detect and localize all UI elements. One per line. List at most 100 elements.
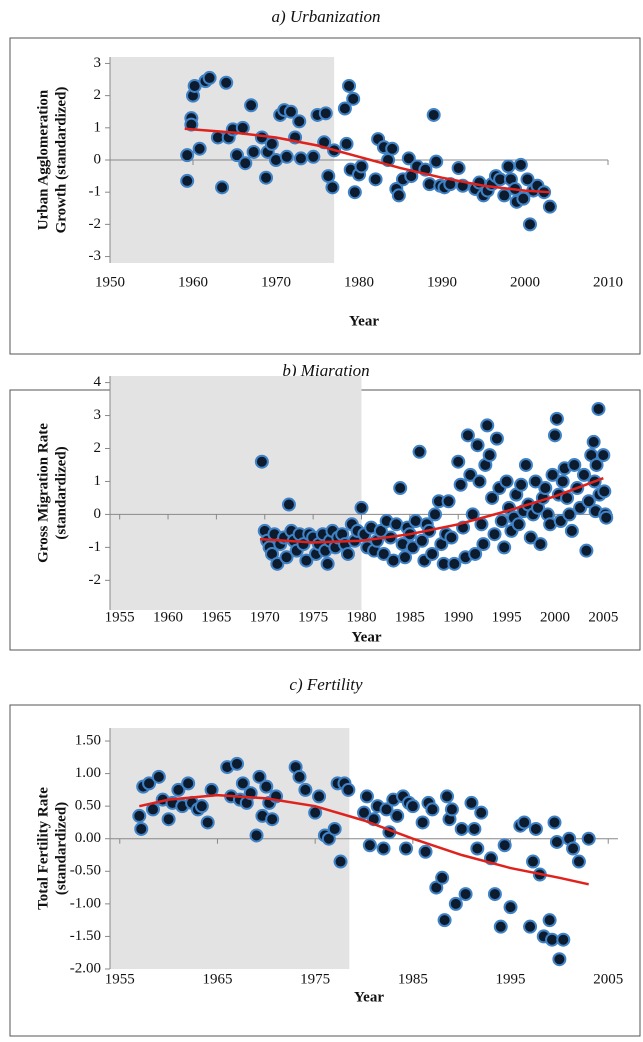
x-tick-label: 1960 <box>178 274 208 290</box>
data-point <box>487 887 502 902</box>
data-point <box>359 789 374 804</box>
y-tick-label: 2 <box>94 440 102 456</box>
y-tick-label: -0.50 <box>70 863 101 879</box>
data-point <box>526 854 541 869</box>
data-point <box>312 789 327 804</box>
data-point <box>497 838 512 853</box>
x-tick-label: 1955 <box>105 609 135 625</box>
data-point <box>270 556 285 571</box>
data-point <box>180 173 195 188</box>
data-point <box>467 821 482 836</box>
data-point <box>151 769 166 784</box>
data-point <box>399 841 414 856</box>
data-point <box>393 481 408 496</box>
data-point <box>497 540 512 555</box>
data-point <box>516 191 531 206</box>
data-point <box>448 896 463 911</box>
data-point <box>451 161 466 176</box>
data-point <box>293 151 308 166</box>
data-point <box>362 838 377 853</box>
data-point <box>566 841 581 856</box>
x-tick-label: 2005 <box>588 609 618 625</box>
data-point <box>318 106 333 121</box>
y-tick-label: 1.00 <box>75 765 101 781</box>
data-point <box>470 438 485 453</box>
data-point <box>493 919 508 934</box>
x-tick-label: 1995 <box>496 971 526 987</box>
panel-border <box>9 37 641 355</box>
data-point <box>246 144 261 159</box>
data-point <box>385 141 400 156</box>
data-point <box>321 169 336 184</box>
data-point <box>441 494 456 509</box>
data-point <box>453 477 468 492</box>
x-tick-label: 1990 <box>443 609 473 625</box>
y-tick-label: 0.50 <box>75 798 101 814</box>
data-point <box>161 812 176 827</box>
data-point <box>306 149 321 164</box>
data-point <box>249 828 264 843</box>
data-point <box>552 952 567 967</box>
data-point <box>283 104 298 119</box>
data-point <box>596 448 611 463</box>
y-tick-label: 1.50 <box>75 732 101 748</box>
data-point <box>376 546 391 561</box>
data-point <box>487 527 502 542</box>
data-point <box>489 431 504 446</box>
data-point <box>390 808 405 823</box>
data-point <box>327 821 342 836</box>
y-tick-label: 0.00 <box>75 830 101 846</box>
data-point <box>591 401 606 416</box>
data-point <box>376 841 391 856</box>
data-point <box>576 467 591 482</box>
chart-title: b) Migration <box>282 361 369 380</box>
data-point <box>468 546 483 561</box>
x-tick-label: 1970 <box>261 274 291 290</box>
shaded-region <box>110 376 362 610</box>
data-point <box>386 553 401 568</box>
data-point <box>347 185 362 200</box>
data-point <box>528 821 543 836</box>
y-tick-label: 1 <box>94 119 102 135</box>
data-point <box>513 157 528 172</box>
data-point <box>401 151 416 166</box>
chart-panel: c) Fertility -2.00 -1.50 -1.00 -0.50 0.00 0.50… <box>9 675 641 1037</box>
y-tick-label: -1 <box>89 539 102 555</box>
y-tick-label: -2 <box>89 216 102 232</box>
x-tick-label: 2005 <box>593 971 623 987</box>
data-point <box>476 537 491 552</box>
data-point <box>346 91 361 106</box>
y-axis-title: Growth (standardized) <box>53 87 69 234</box>
data-point <box>547 815 562 830</box>
data-point <box>325 180 340 195</box>
data-point <box>463 467 478 482</box>
data-point <box>200 815 215 830</box>
data-point <box>132 808 147 823</box>
y-tick-label: 1 <box>94 473 102 489</box>
x-tick-label: 1960 <box>153 609 183 625</box>
data-point <box>426 107 441 122</box>
data-point <box>279 149 294 164</box>
data-point <box>354 159 369 174</box>
x-axis-title: Year <box>349 313 379 329</box>
trend-line <box>139 793 589 886</box>
y-tick-label: -1 <box>89 184 102 200</box>
data-point <box>265 812 280 827</box>
data-point <box>562 507 577 522</box>
data-point <box>499 474 514 489</box>
y-tick-label: 3 <box>94 55 102 71</box>
x-tick-label: 1980 <box>347 609 377 625</box>
data-point <box>599 510 614 525</box>
data-point <box>368 172 383 187</box>
y-tick-label: 2 <box>94 87 102 103</box>
data-point <box>522 217 537 232</box>
data-point <box>597 484 612 499</box>
x-axis-title: Year <box>354 989 384 1005</box>
x-tick-label: 1965 <box>202 971 232 987</box>
x-tick-label: 1970 <box>250 609 280 625</box>
data-point <box>215 180 230 195</box>
data-point <box>219 75 234 90</box>
x-tick-label: 2000 <box>510 274 540 290</box>
data-point <box>542 913 557 928</box>
